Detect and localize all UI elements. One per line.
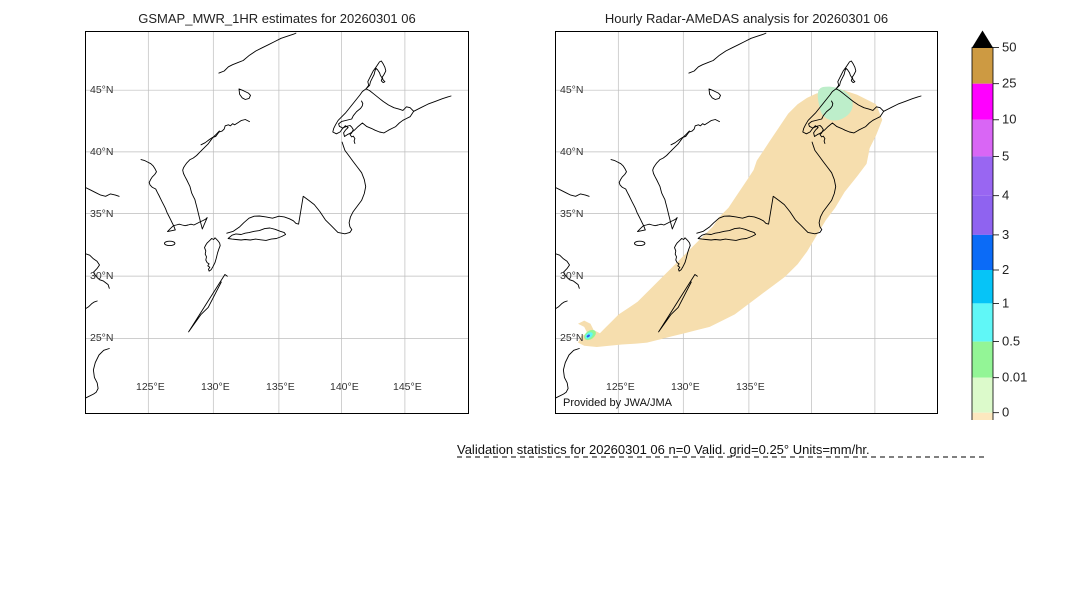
svg-text:4: 4 (1002, 188, 1009, 203)
svg-text:50: 50 (1002, 40, 1016, 55)
svg-text:0.5: 0.5 (1002, 334, 1020, 349)
svg-text:2: 2 (1002, 262, 1009, 277)
svg-text:0.01: 0.01 (1002, 370, 1027, 385)
svg-text:1: 1 (1002, 295, 1009, 310)
svg-text:10: 10 (1002, 112, 1016, 127)
svg-text:3: 3 (1002, 227, 1009, 242)
svg-text:5: 5 (1002, 148, 1009, 163)
svg-text:0: 0 (1002, 405, 1009, 420)
svg-text:25: 25 (1002, 76, 1016, 91)
